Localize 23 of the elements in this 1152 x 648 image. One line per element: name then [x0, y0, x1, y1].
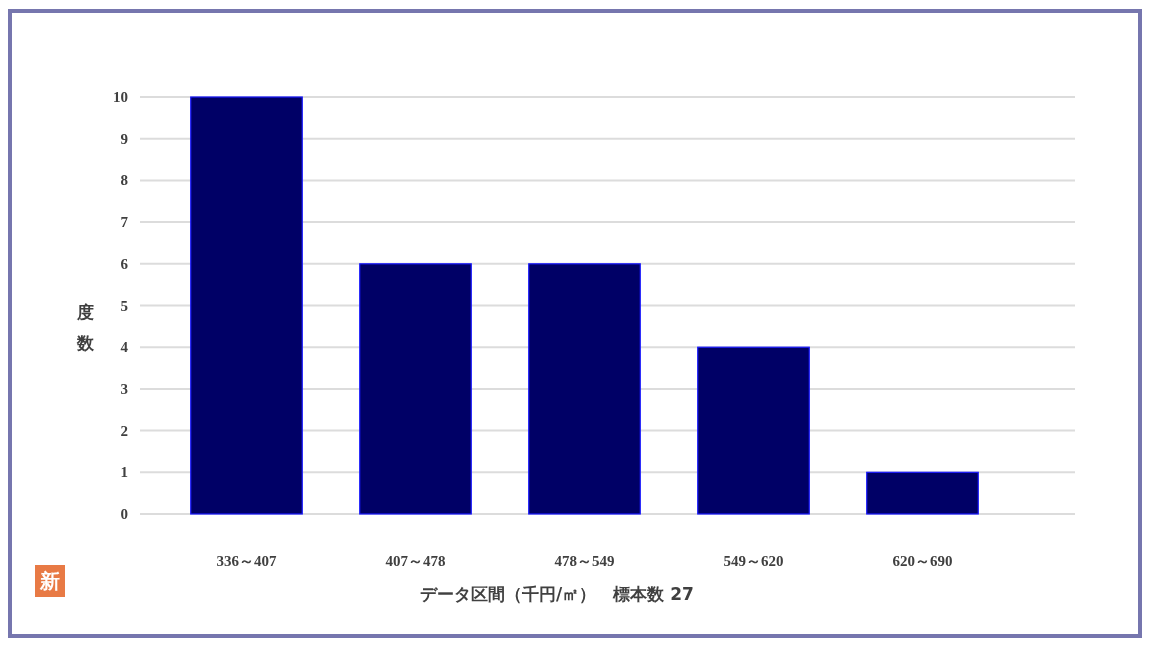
x-axis-title: データ区間（千円/㎡） 標本数 27 [420, 584, 694, 604]
bar [359, 263, 472, 515]
y-tick-label: 0 [120, 506, 128, 522]
y-tick-label: 10 [113, 89, 128, 105]
y-tick-label: 1 [120, 464, 128, 481]
y-tick-label: 9 [120, 130, 128, 147]
x-tick-label: 336～407 [216, 553, 277, 569]
bar [190, 96, 303, 515]
x-tick-label: 549～620 [723, 553, 784, 569]
y-tick-label: 7 [120, 214, 129, 231]
y-tick-label: 2 [120, 422, 128, 439]
y-tick-label: 8 [120, 172, 128, 189]
y-tick-label: 6 [120, 255, 129, 272]
y-tick-label: 5 [120, 297, 128, 314]
y-tick-label: 4 [120, 339, 129, 356]
bar [528, 263, 641, 515]
bar [866, 471, 979, 515]
x-tick-label: 620～690 [892, 553, 953, 569]
y-axis-title: 度数 [75, 302, 95, 353]
y-tick-label: 3 [120, 380, 128, 397]
x-tick-label: 478～549 [554, 553, 615, 569]
bar [697, 346, 810, 515]
x-tick-label: 407～478 [385, 553, 446, 569]
